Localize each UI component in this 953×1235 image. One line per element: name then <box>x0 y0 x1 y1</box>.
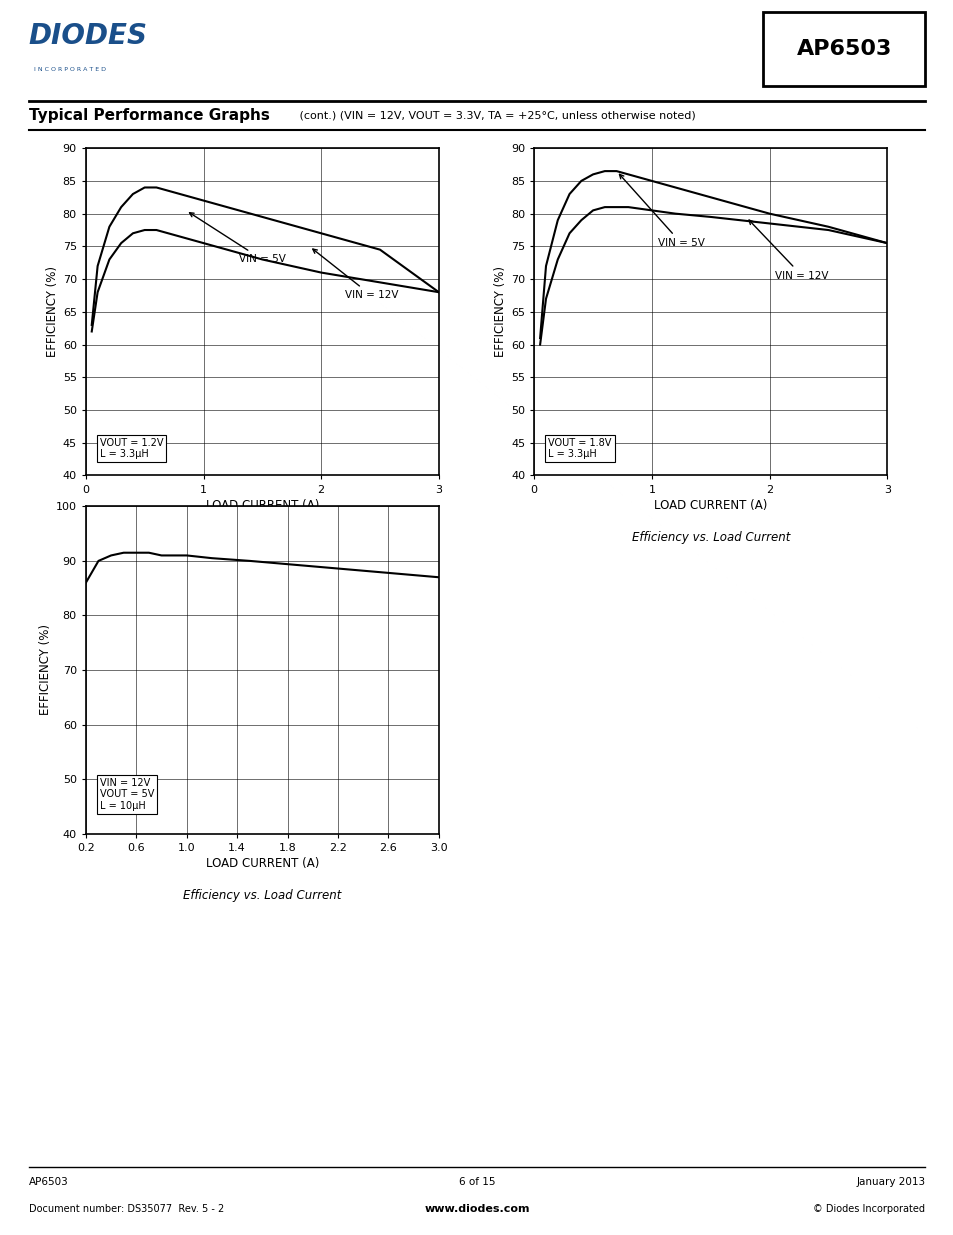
Y-axis label: EFFICIENCY (%): EFFICIENCY (%) <box>494 267 506 357</box>
Text: VIN = 12V: VIN = 12V <box>313 249 397 300</box>
Text: VIN = 5V: VIN = 5V <box>190 212 285 264</box>
Text: January 2013: January 2013 <box>856 1177 924 1187</box>
Text: www.diodes.com: www.diodes.com <box>424 1204 529 1214</box>
Text: 6 of 15: 6 of 15 <box>458 1177 495 1187</box>
Text: Document number: DS35077  Rev. 5 - 2: Document number: DS35077 Rev. 5 - 2 <box>29 1204 224 1214</box>
Text: AP6503: AP6503 <box>29 1177 69 1187</box>
Text: I N C O R P O R A T E D: I N C O R P O R A T E D <box>33 67 106 72</box>
Text: VOUT = 1.8V
L = 3.3μH: VOUT = 1.8V L = 3.3μH <box>548 437 611 459</box>
Text: Efficiency vs. Load Current: Efficiency vs. Load Current <box>631 531 789 545</box>
Text: © Diodes Incorporated: © Diodes Incorporated <box>813 1204 924 1214</box>
Text: Efficiency vs. Load Current: Efficiency vs. Load Current <box>183 889 341 903</box>
X-axis label: LOAD CURRENT (A): LOAD CURRENT (A) <box>206 499 318 511</box>
Text: DIODES: DIODES <box>29 22 148 51</box>
Text: VIN = 12V
VOUT = 5V
L = 10μH: VIN = 12V VOUT = 5V L = 10μH <box>100 778 154 810</box>
X-axis label: LOAD CURRENT (A): LOAD CURRENT (A) <box>206 857 318 869</box>
Text: (cont.) (VIN = 12V, VOUT = 3.3V, TA = +25°C, unless otherwise noted): (cont.) (VIN = 12V, VOUT = 3.3V, TA = +2… <box>295 110 695 121</box>
Text: VOUT = 1.2V
L = 3.3μH: VOUT = 1.2V L = 3.3μH <box>100 437 163 459</box>
Text: VIN = 12V: VIN = 12V <box>748 220 828 280</box>
Y-axis label: EFFICIENCY (%): EFFICIENCY (%) <box>46 267 58 357</box>
X-axis label: LOAD CURRENT (A): LOAD CURRENT (A) <box>654 499 766 511</box>
Text: AP6503: AP6503 <box>796 40 891 59</box>
Text: Typical Performance Graphs: Typical Performance Graphs <box>29 107 269 124</box>
Y-axis label: EFFICIENCY (%): EFFICIENCY (%) <box>39 625 51 715</box>
Text: VIN = 5V: VIN = 5V <box>618 174 704 248</box>
Text: Efficiency vs. Load Current: Efficiency vs. Load Current <box>183 531 341 545</box>
